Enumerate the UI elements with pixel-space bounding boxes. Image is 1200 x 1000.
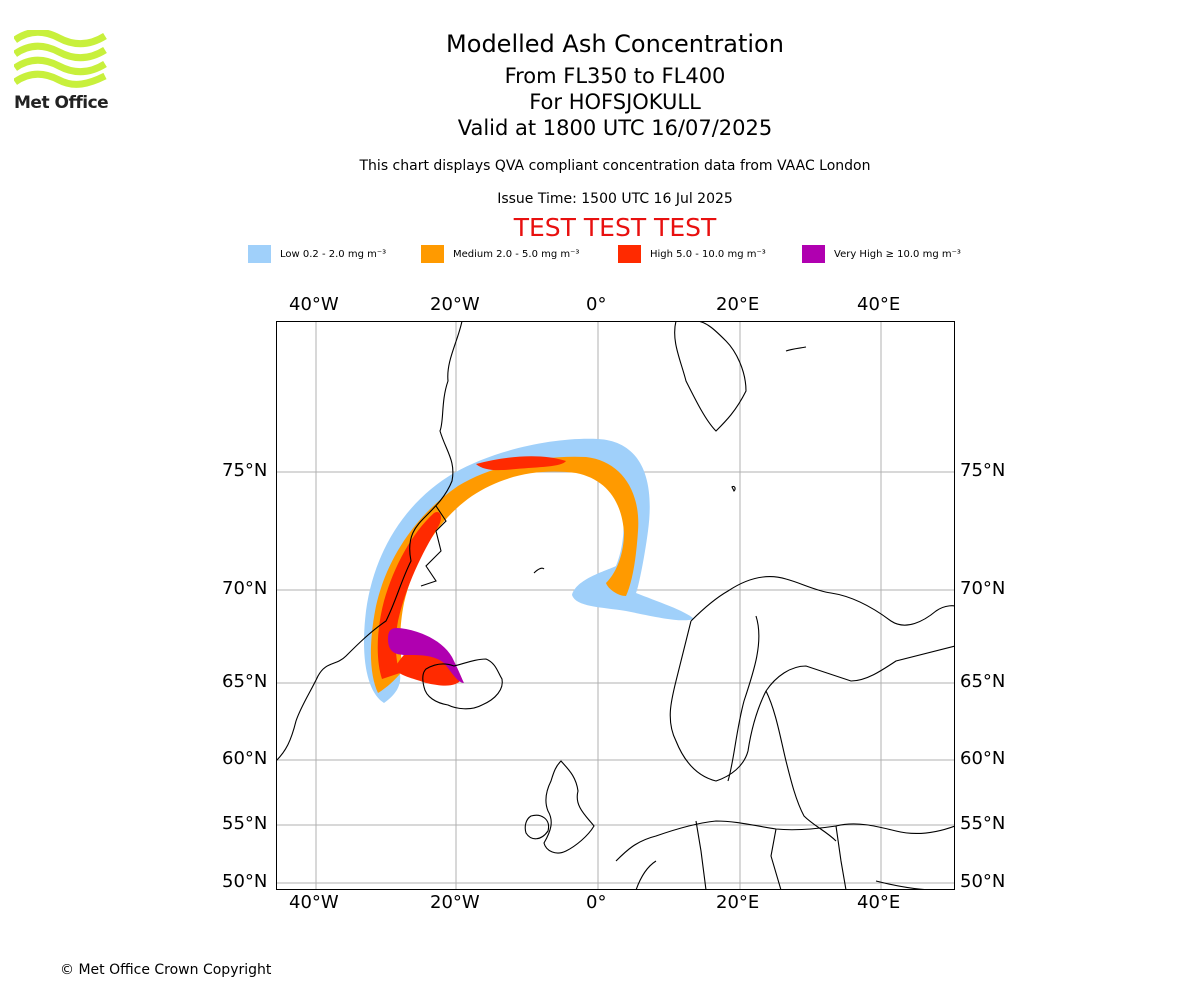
legend-swatch-medium <box>421 245 444 263</box>
lon-label-bottom-20e: 20°E <box>716 892 760 913</box>
lat-label-right-70n: 70°N <box>960 578 1006 599</box>
lat-label-right-75n: 75°N <box>960 460 1006 481</box>
lat-label-left-65n: 65°N <box>222 671 268 692</box>
coastlines <box>276 321 955 890</box>
level-range: From FL350 to FL400 <box>504 64 726 88</box>
logo-wordmark: Met Office <box>14 93 109 113</box>
chart-title: Modelled Ash Concentration <box>446 30 784 58</box>
legend-item-medium: Medium 2.0 - 5.0 mg m⁻³ <box>421 244 579 264</box>
legend-item-very-high: Very High ≥ 10.0 mg m⁻³ <box>802 244 961 264</box>
legend-item-high: High 5.0 - 10.0 mg m⁻³ <box>618 244 766 264</box>
lon-label-top-0: 0° <box>586 294 607 315</box>
legend-label-medium: Medium 2.0 - 5.0 mg m⁻³ <box>453 248 580 260</box>
legend-swatch-very-high <box>802 245 825 263</box>
lat-label-right-50n: 50°N <box>960 871 1006 892</box>
legend-label-very-high: Very High ≥ 10.0 mg m⁻³ <box>834 248 961 260</box>
lat-label-right-55n: 55°N <box>960 813 1006 834</box>
met-office-waves-icon <box>12 28 107 88</box>
lon-label-bottom-20w: 20°W <box>430 892 480 913</box>
legend-swatch-high <box>618 245 641 263</box>
lat-label-left-70n: 70°N <box>222 578 268 599</box>
lon-label-top-20w: 20°W <box>430 294 480 315</box>
lat-label-right-60n: 60°N <box>960 748 1006 769</box>
lat-label-left-55n: 55°N <box>222 813 268 834</box>
ash-very-high-region <box>388 628 464 683</box>
volcano-name: For HOFSJOKULL <box>529 90 701 114</box>
legend-swatch-low <box>248 245 271 263</box>
lon-label-bottom-40w: 40°W <box>289 892 339 913</box>
lat-label-right-65n: 65°N <box>960 671 1006 692</box>
map-frame <box>276 321 955 890</box>
issue-time: Issue Time: 1500 UTC 16 Jul 2025 <box>497 191 733 207</box>
legend-label-low: Low 0.2 - 2.0 mg m⁻³ <box>280 248 387 260</box>
lat-label-left-75n: 75°N <box>222 460 268 481</box>
copyright-notice: © Met Office Crown Copyright <box>60 962 272 978</box>
lon-label-bottom-0: 0° <box>586 892 607 913</box>
test-banner: TEST TEST TEST <box>513 213 717 242</box>
lon-label-top-40w: 40°W <box>289 294 339 315</box>
lat-label-left-60n: 60°N <box>222 748 268 769</box>
met-office-logo: Met Office <box>12 28 109 114</box>
legend-item-low: Low 0.2 - 2.0 mg m⁻³ <box>248 244 386 264</box>
lon-label-top-40e: 40°E <box>857 294 901 315</box>
lon-label-bottom-40e: 40°E <box>857 892 901 913</box>
ash-map <box>276 321 955 890</box>
valid-time: Valid at 1800 UTC 16/07/2025 <box>457 116 773 140</box>
lat-label-left-50n: 50°N <box>222 871 268 892</box>
lon-label-top-20e: 20°E <box>716 294 760 315</box>
legend-label-high: High 5.0 - 10.0 mg m⁻³ <box>650 248 766 260</box>
qva-notice: This chart displays QVA compliant concen… <box>359 158 871 174</box>
